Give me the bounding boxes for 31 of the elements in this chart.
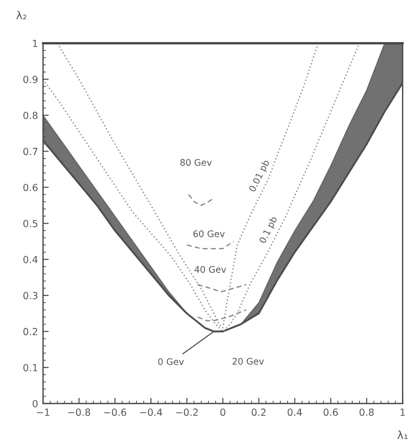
annotation: 0.01 pb [248, 159, 272, 193]
x-tick-label: 0.2 [252, 408, 266, 416]
y-tick-label: 1 [33, 40, 38, 47]
annotation: 0.1 pb [258, 216, 279, 244]
annotation: 40 Gev [194, 266, 226, 273]
y-tick-label: 0.9 [23, 76, 38, 84]
x-tick-label: −0.2 [176, 408, 198, 416]
x-tick-label: 1 [400, 408, 405, 416]
y-tick-label: 0.5 [23, 220, 38, 228]
annotation: 60 Gev [193, 230, 225, 238]
x-tick-label: −0.6 [104, 408, 126, 416]
x-tick-label: 0.6 [324, 408, 338, 416]
annotation: 20 Gev [232, 358, 264, 365]
x-tick-label: −1 [36, 408, 50, 416]
x-tick-label: −0.8 [68, 408, 90, 416]
y-tick-label: 0.4 [23, 256, 38, 264]
y-tick-label: 0 [32, 400, 38, 408]
x-tick-label: 0.4 [288, 408, 302, 416]
x-axis-title: λ₁ [397, 430, 408, 440]
x-tick-label: 0 [220, 408, 226, 416]
y-tick-label: 0.7 [23, 148, 38, 156]
annotation: 0 Gev [158, 358, 184, 366]
y-tick-label: 0.2 [23, 328, 38, 336]
x-tick-label: −0.4 [140, 408, 162, 416]
x-tick-label: 0.8 [360, 408, 374, 416]
y-tick-label: 0.3 [23, 292, 38, 300]
y-tick-label: 0.6 [23, 184, 38, 192]
y-axis-title: λ₂ [16, 10, 26, 20]
y-tick-label: 0.1 [23, 364, 38, 372]
annotation: 80 Gev [180, 158, 212, 166]
y-tick-label: 0.8 [23, 112, 38, 120]
